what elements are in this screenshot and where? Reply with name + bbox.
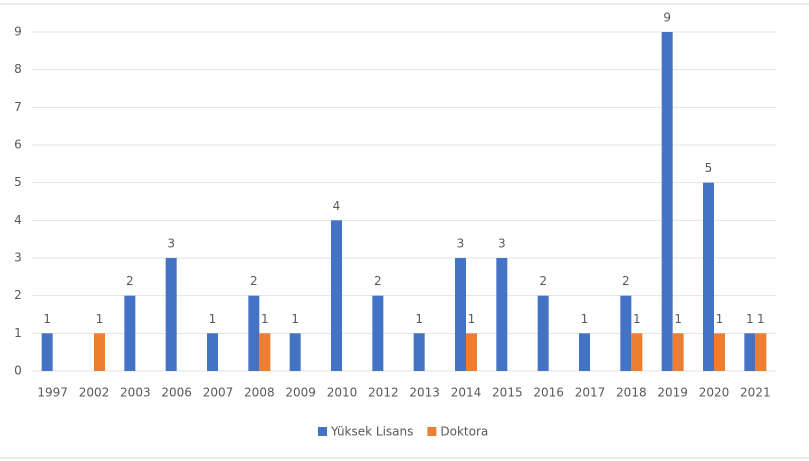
x-tick-label: 1997 [37,386,68,400]
data-label: 2 [539,274,547,288]
x-tick-label: 2010 [327,386,358,400]
bar [714,333,725,371]
bar [413,333,425,371]
data-label: 1 [96,312,104,326]
x-tick-label: 2016 [533,386,564,400]
data-label: 1 [633,312,641,326]
x-tick-label: 2015 [492,386,523,400]
bar [703,182,714,371]
legend-swatch [427,427,437,436]
y-tick-label: 7 [14,100,22,114]
x-tick-label: 2012 [368,386,399,400]
x-tick-label: 2008 [244,386,275,400]
bar [631,333,643,371]
x-tick-label: 2003 [120,386,151,400]
data-label: 3 [457,237,465,251]
data-label: 9 [663,11,671,25]
data-label: 1 [209,312,217,326]
data-label: 2 [126,274,134,288]
bar [755,333,767,371]
bar [466,333,477,371]
bar [94,333,105,371]
data-label: 2 [374,274,382,288]
y-tick-label: 0 [14,364,22,378]
y-tick-label: 4 [14,213,22,227]
x-tick-label: 2014 [451,386,482,400]
bar [620,295,632,371]
data-label: 1 [291,312,299,326]
x-tick-label: 2020 [699,386,730,400]
data-label: 1 [43,312,51,326]
bar [331,220,342,371]
data-label: 1 [415,312,423,326]
x-tick-label: 2018 [616,386,647,400]
legend-label: Doktora [440,425,488,439]
bar [455,258,466,371]
y-tick-label: 5 [14,175,22,189]
bar [248,295,260,371]
bar [207,333,218,371]
data-label: 1 [674,312,682,326]
data-label: 1 [468,312,476,326]
bar [259,333,271,371]
y-tick-label: 1 [14,326,22,340]
x-tick-label: 2019 [657,386,688,400]
y-tick-label: 9 [14,25,22,39]
x-tick-label: 2021 [740,386,771,400]
data-label: 1 [716,312,724,326]
bar [165,258,177,371]
bar [579,333,590,371]
data-label: 1 [261,312,269,326]
bar [124,295,136,371]
bar [41,333,53,371]
x-tick-label: 2013 [409,386,440,400]
x-tick-label: 2002 [79,386,110,400]
y-tick-label: 2 [14,288,22,302]
legend-swatch [318,427,327,436]
bar [672,333,684,371]
x-tick-label: 2009 [285,386,316,400]
legend-label: Yüksek Lisans [330,425,413,439]
bar [744,333,756,371]
data-label: 4 [333,199,341,213]
x-tick-label: 2007 [203,386,234,400]
y-tick-label: 3 [14,251,22,265]
data-label: 1 [757,312,765,326]
data-label: 2 [622,274,630,288]
bar [372,295,384,371]
data-label: 1 [581,312,589,326]
x-tick-label: 2017 [575,386,606,400]
data-label: 5 [705,161,713,175]
y-tick-label: 8 [14,62,22,76]
data-label: 2 [250,274,258,288]
x-tick-label: 2006 [161,386,192,400]
data-label: 3 [498,237,506,251]
data-label: 1 [746,312,754,326]
bar [289,333,301,371]
bar [537,295,549,371]
bar [496,258,508,371]
data-label: 3 [167,237,175,251]
bar [661,32,673,371]
y-tick-label: 6 [14,138,22,152]
